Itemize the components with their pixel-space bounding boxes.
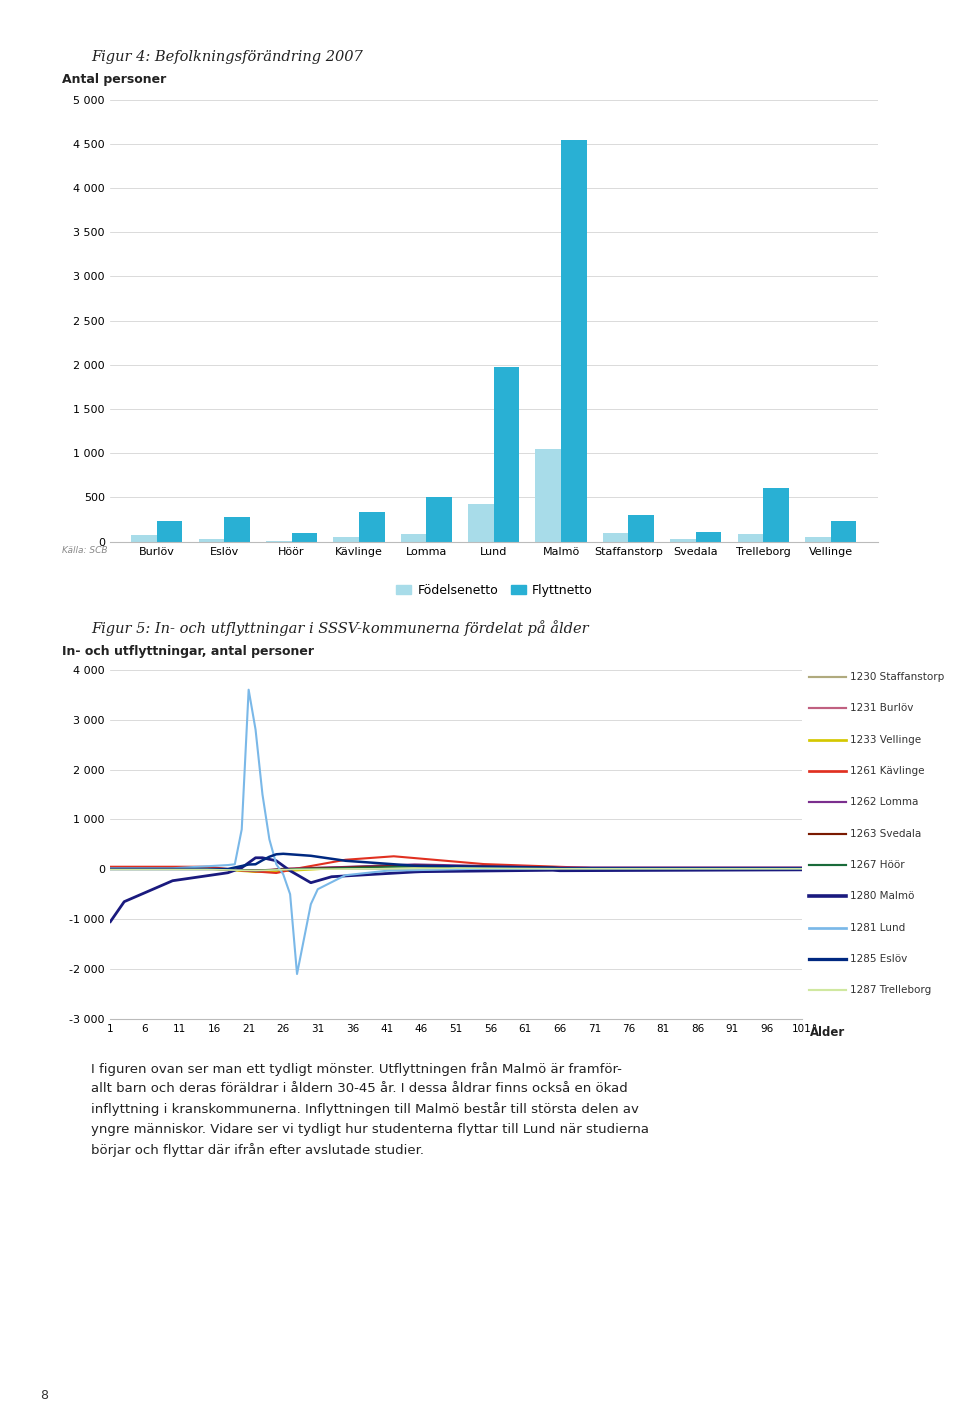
Bar bbox=[225, 517, 250, 542]
Bar bbox=[629, 514, 654, 542]
Text: 1285 Eslöv: 1285 Eslöv bbox=[850, 953, 907, 965]
Bar bbox=[536, 449, 561, 542]
Text: 8: 8 bbox=[40, 1389, 48, 1402]
Text: 1261 Kävlinge: 1261 Kävlinge bbox=[850, 765, 924, 777]
Bar bbox=[696, 532, 721, 542]
Bar bbox=[493, 366, 519, 542]
Bar bbox=[830, 522, 856, 542]
Text: 1233 Vellinge: 1233 Vellinge bbox=[850, 734, 921, 745]
Bar bbox=[426, 497, 452, 542]
Text: 1280 Malmö: 1280 Malmö bbox=[850, 891, 914, 902]
Bar bbox=[468, 504, 493, 542]
Legend: Födelsenetto, Flyttnetto: Födelsenetto, Flyttnetto bbox=[391, 579, 598, 601]
Text: 1230 Staffanstorp: 1230 Staffanstorp bbox=[850, 671, 944, 683]
Bar bbox=[156, 522, 182, 542]
Text: 1287 Trelleborg: 1287 Trelleborg bbox=[850, 985, 931, 996]
Bar bbox=[561, 141, 587, 542]
Text: 1231 Burlöv: 1231 Burlöv bbox=[850, 703, 913, 714]
Text: 1262 Lomma: 1262 Lomma bbox=[850, 797, 918, 808]
Bar bbox=[603, 533, 629, 542]
Bar bbox=[400, 533, 426, 542]
Bar bbox=[132, 536, 156, 542]
Bar bbox=[199, 539, 225, 542]
Text: I figuren ovan ser man ett tydligt mönster. Utflyttningen från Malmö är framför-: I figuren ovan ser man ett tydligt mönst… bbox=[91, 1062, 649, 1157]
Bar bbox=[763, 489, 789, 542]
Text: Ålder: Ålder bbox=[810, 1026, 846, 1039]
Bar bbox=[359, 513, 385, 542]
Text: Figur 5: In- och utflyttningar i SSSV-kommunerna fördelat på ålder: Figur 5: In- och utflyttningar i SSSV-ko… bbox=[91, 620, 588, 636]
Text: Antal personer: Antal personer bbox=[62, 73, 167, 86]
Bar bbox=[737, 534, 763, 542]
Text: Källa: SCB: Källa: SCB bbox=[62, 546, 108, 554]
Text: 1267 Höör: 1267 Höör bbox=[850, 859, 904, 871]
Text: 1281 Lund: 1281 Lund bbox=[850, 922, 905, 933]
Bar bbox=[670, 539, 696, 542]
Text: 1263 Svedala: 1263 Svedala bbox=[850, 828, 921, 839]
Bar bbox=[333, 537, 359, 542]
Bar bbox=[292, 533, 317, 542]
Text: In- och utflyttningar, antal personer: In- och utflyttningar, antal personer bbox=[62, 646, 314, 658]
Text: Figur 4: Befolkningsförändring 2007: Figur 4: Befolkningsförändring 2007 bbox=[91, 50, 363, 64]
Bar bbox=[805, 537, 830, 542]
